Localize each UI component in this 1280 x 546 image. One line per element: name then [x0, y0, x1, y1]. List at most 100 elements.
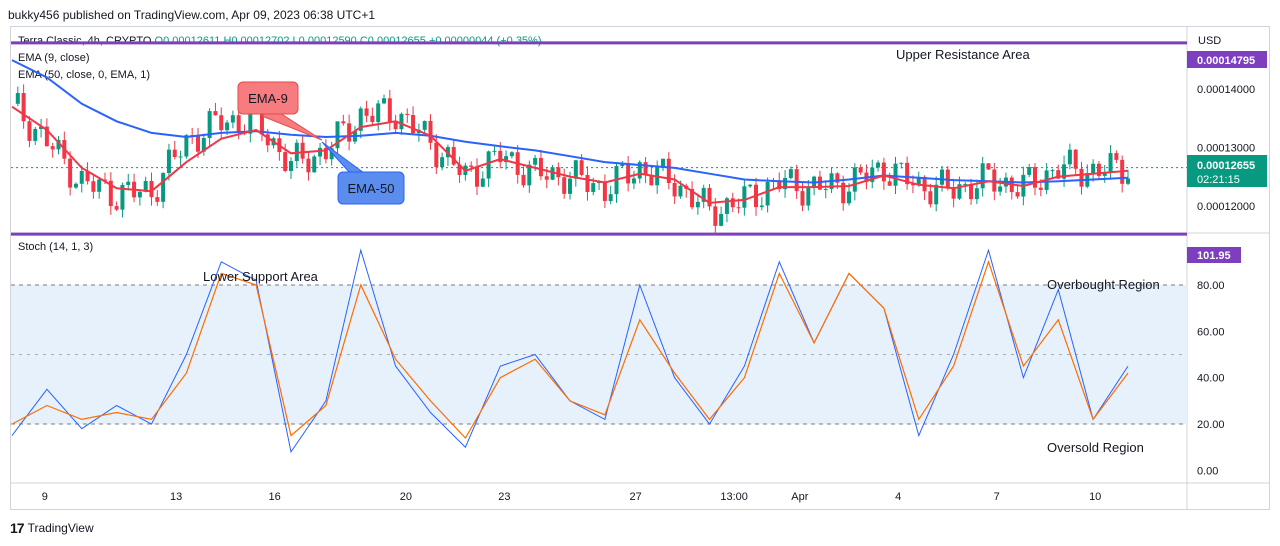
candle: [969, 178, 974, 205]
ema50-legend[interactable]: EMA (50, close, 0, EMA, 1): [18, 69, 151, 81]
lower-support-label: Lower Support Area: [203, 269, 319, 284]
candle: [928, 183, 933, 208]
time-tick-label: 13: [170, 491, 182, 503]
candle: [783, 169, 788, 198]
candle: [21, 84, 26, 129]
candle: [905, 156, 910, 190]
candle: [196, 127, 200, 158]
currency-label: USD: [1198, 35, 1221, 47]
candle: [422, 120, 427, 134]
candle: [690, 181, 695, 210]
time-tick-label: 4: [895, 491, 901, 503]
candle: [881, 157, 886, 190]
candle: [352, 125, 357, 144]
candle: [701, 184, 706, 209]
candle: [387, 89, 392, 131]
oversold-label: Oversold Region: [1047, 440, 1144, 455]
stoch-tick-label: 20.00: [1197, 419, 1225, 431]
ema50-line: [11, 59, 1129, 184]
ema9-legend[interactable]: EMA (9, close): [18, 52, 90, 64]
price-tick-label: 0.00012000: [1197, 201, 1255, 213]
candle: [713, 197, 718, 235]
candle: [114, 201, 119, 212]
candle: [39, 118, 44, 138]
candle: [1015, 184, 1020, 199]
candle: [318, 142, 323, 166]
candle: [719, 206, 724, 227]
candle: [97, 179, 102, 199]
candle: [986, 163, 991, 171]
candle: [451, 139, 456, 167]
time-tick-label: 7: [994, 491, 1000, 503]
stoch-band: [11, 284, 1187, 425]
time-tick-label: Apr: [791, 491, 808, 503]
candle: [33, 127, 38, 146]
candle: [1027, 163, 1032, 178]
candle: [707, 184, 712, 211]
candle: [364, 100, 369, 123]
ema9-callout-text: EMA-9: [248, 91, 288, 106]
candle: [806, 179, 811, 211]
ema9-callout[interactable]: EMA-9: [237, 81, 323, 141]
candle: [626, 156, 631, 192]
candle: [1114, 150, 1119, 164]
candle: [661, 158, 665, 171]
candle: [56, 136, 61, 155]
footer-brand[interactable]: TradingView: [27, 521, 94, 535]
candle: [178, 150, 183, 166]
candle: [934, 176, 939, 212]
candle: [870, 159, 875, 189]
candle: [108, 172, 113, 215]
candle: [858, 164, 863, 175]
candle: [631, 170, 636, 190]
overbought-label: Overbought Region: [1047, 277, 1160, 292]
candle: [1067, 143, 1072, 170]
candle: [126, 173, 131, 191]
stoch-legend[interactable]: Stoch (14, 1, 3): [18, 241, 94, 253]
candle: [771, 177, 776, 189]
ema50-callout[interactable]: EMA-50: [321, 141, 405, 205]
stoch-tick-label: 0.00: [1197, 465, 1218, 477]
candle: [347, 114, 352, 151]
candle: [358, 106, 363, 139]
candle: [155, 190, 160, 206]
candle: [573, 159, 578, 187]
price-tick-label: 0.00014000: [1197, 84, 1255, 96]
candle: [149, 172, 154, 206]
candle: [79, 165, 84, 193]
candle: [480, 171, 485, 188]
candle: [730, 192, 735, 213]
candle: [440, 152, 445, 171]
candle: [492, 144, 497, 156]
candle: [428, 114, 433, 150]
candle: [469, 161, 474, 172]
candle: [411, 106, 416, 135]
candle: [382, 94, 386, 104]
candle: [765, 177, 770, 213]
candle: [759, 196, 764, 211]
candle: [166, 143, 171, 181]
candle: [73, 182, 78, 189]
footer: 17 TradingView: [10, 520, 94, 536]
candle: [1062, 155, 1067, 187]
tradingview-logo-icon: 17: [10, 520, 25, 536]
resistance-price-tag: 0.00014795: [1187, 51, 1267, 68]
resistance-price-text: 0.00014795: [1197, 55, 1255, 67]
candle: [335, 121, 340, 156]
candle: [509, 151, 514, 159]
candle: [951, 178, 956, 208]
time-tick-label: 23: [498, 491, 510, 503]
candle: [416, 123, 421, 142]
candle: [748, 184, 753, 188]
time-axis: 9 13 16 20 23 27 13:00 Apr 4 7 10: [42, 491, 1102, 503]
candle: [922, 175, 927, 200]
candle: [137, 189, 142, 206]
publisher-line: bukky456 published on TradingView.com, A…: [8, 8, 376, 22]
candle: [475, 158, 479, 196]
candle: [1033, 163, 1037, 196]
candle: [788, 166, 793, 180]
candle: [614, 162, 619, 203]
candle: [1126, 169, 1130, 186]
candle: [376, 100, 381, 131]
